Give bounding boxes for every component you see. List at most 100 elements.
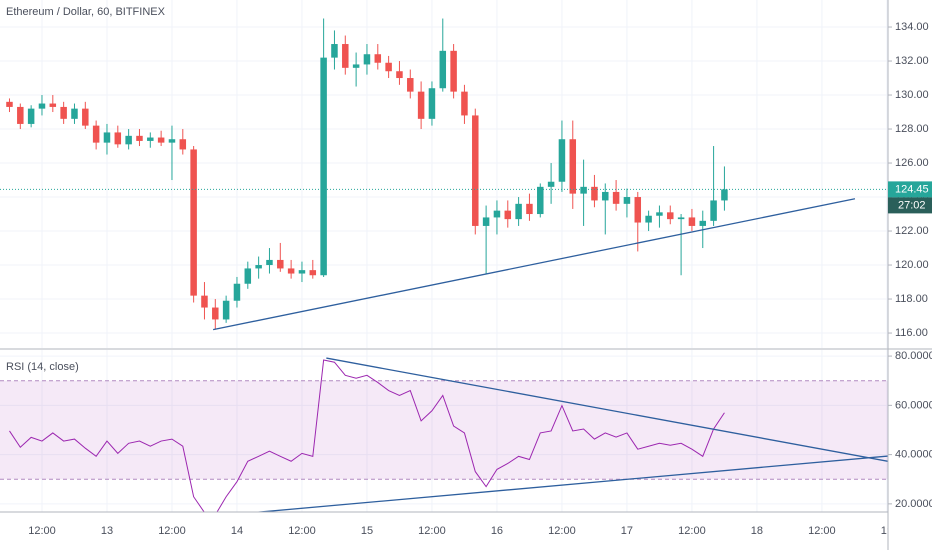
- candle-body: [612, 191, 620, 204]
- candle-body: [374, 54, 382, 63]
- candle-body: [417, 91, 425, 119]
- candle-body: [439, 50, 447, 89]
- y-tick-label: 80.0000: [895, 350, 932, 362]
- x-tick-label: 12:00: [808, 525, 836, 537]
- y-tick-label: 122.00: [895, 225, 929, 237]
- candle-body: [179, 139, 187, 150]
- candle-body: [580, 186, 587, 194]
- candle-body: [277, 259, 284, 269]
- candle-body: [320, 57, 327, 276]
- x-tick-label: 12:00: [678, 525, 706, 537]
- x-tick-label: 17: [621, 525, 633, 537]
- y-tick-label: 40.0000: [895, 449, 932, 461]
- last-price-label: 124.45: [895, 183, 929, 195]
- candle-body: [255, 265, 262, 269]
- y-tick-label: 134.00: [895, 21, 929, 33]
- price-axis-bg: [888, 0, 932, 550]
- y-tick-label: 126.00: [895, 157, 929, 169]
- countdown-label: 27:02: [898, 199, 926, 211]
- candle-body: [407, 78, 414, 92]
- x-tick-label: 12:00: [418, 525, 446, 537]
- x-tick-label: 12:00: [158, 525, 186, 537]
- candle-body: [298, 270, 306, 274]
- candle-body: [482, 217, 490, 226]
- candle-body: [504, 210, 512, 220]
- value-axes: 116.00118.00120.00122.00124.00126.00128.…: [888, 21, 932, 510]
- candle-body: [537, 186, 544, 215]
- candle-body: [634, 197, 642, 223]
- candle-body: [38, 103, 46, 109]
- candle-body: [71, 108, 78, 119]
- candle-body: [168, 139, 176, 143]
- candle-body: [309, 270, 317, 276]
- candle-body: [396, 71, 403, 79]
- rsi-line: [9, 359, 725, 512]
- x-tick-label: 12:00: [28, 525, 56, 537]
- candle-body: [699, 220, 707, 226]
- candle-body: [721, 189, 728, 201]
- trend-line: [213, 198, 856, 331]
- candle-body: [602, 191, 609, 201]
- y-tick-label: 130.00: [895, 89, 929, 101]
- rsi-band: [0, 380, 888, 480]
- candle-body: [342, 44, 349, 68]
- x-tick-label: 15: [361, 525, 373, 537]
- candle-body: [157, 137, 165, 143]
- y-tick-label: 120.00: [895, 259, 929, 271]
- candle-body: [331, 44, 338, 58]
- candle-body: [623, 197, 631, 204]
- candle-body: [558, 139, 566, 182]
- candle-body: [201, 295, 208, 308]
- candle-body: [82, 108, 89, 126]
- price-pane: [0, 0, 888, 348]
- time-axis: 12:00 13 12:00 14 12:00 15 12:00 16 12:00 17 12:00…: [28, 525, 893, 537]
- rsi-pane: [0, 350, 888, 512]
- candle-body: [677, 217, 685, 220]
- candle-body: [27, 108, 35, 124]
- x-tick-label: 14: [231, 525, 243, 537]
- candle-body: [450, 50, 457, 92]
- candle-body: [710, 200, 717, 221]
- candle-body: [266, 259, 273, 266]
- candle-body: [493, 210, 501, 218]
- candle-body: [136, 135, 143, 141]
- candle-body: [233, 283, 241, 301]
- candle-body: [515, 203, 522, 220]
- candle-body: [60, 106, 67, 119]
- candle-body: [385, 62, 392, 72]
- y-tick-label: 132.00: [895, 55, 929, 67]
- x-tick-label: 12:00: [548, 525, 576, 537]
- candle-body: [667, 212, 674, 220]
- candle-body: [6, 101, 13, 107]
- candle-body: [125, 135, 132, 145]
- candle-body: [114, 132, 122, 145]
- candle-body: [49, 103, 57, 107]
- candle-body: [645, 215, 652, 223]
- indicator-title: RSI (14, close): [6, 361, 79, 373]
- candle-body: [212, 307, 219, 320]
- candle-body: [591, 186, 598, 201]
- candle-body: [428, 88, 436, 119]
- trend-line: [326, 357, 888, 462]
- candle-body: [92, 125, 100, 143]
- candle-body: [222, 300, 230, 320]
- x-tick-label: 18: [751, 525, 763, 537]
- candle-body: [526, 203, 533, 215]
- trend-line: [252, 455, 888, 512]
- x-tick-label: 12:00: [288, 525, 316, 537]
- candle-body: [190, 149, 197, 296]
- candle-body: [569, 139, 577, 194]
- chart-title: Ethereum / Dollar, 60, BITFINEX: [6, 6, 166, 18]
- y-tick-label: 118.00: [895, 293, 928, 305]
- y-tick-label: 116.00: [895, 327, 928, 339]
- candle-body: [472, 115, 479, 226]
- candle-body: [17, 106, 24, 124]
- candle-body: [287, 268, 295, 274]
- y-tick-label: 128.00: [895, 123, 929, 135]
- x-tick-label: 16: [491, 525, 503, 537]
- candle-body: [244, 268, 252, 284]
- candle-body: [656, 212, 663, 216]
- last-price-box: [888, 181, 932, 198]
- y-tick-label: 60.0000: [895, 399, 932, 411]
